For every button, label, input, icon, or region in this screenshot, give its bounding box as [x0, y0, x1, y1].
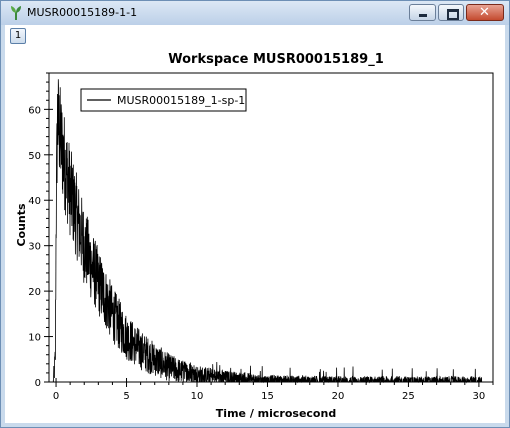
- legend[interactable]: MUSR00015189_1-sp-1: [80, 88, 247, 112]
- x-axis-label: Time / microsecond: [216, 407, 336, 420]
- x-tick-label: 10: [191, 391, 204, 402]
- y-tick-label: 0: [35, 378, 41, 389]
- y-tick-label: 10: [28, 333, 41, 344]
- y-tick-label: 60: [28, 105, 41, 116]
- series-line-musr00015189-1-sp-1[interactable]: [52, 79, 483, 384]
- title-bar[interactable]: MUSR00015189-1-1 ✕: [1, 1, 509, 25]
- x-tick-label: 30: [473, 391, 486, 402]
- x-tick-label: 20: [332, 391, 345, 402]
- chart-title: Workspace MUSR00015189_1: [168, 52, 384, 67]
- minimize-icon: [419, 14, 427, 17]
- x-tick-label: 25: [402, 391, 415, 402]
- series-group: [52, 79, 483, 384]
- maximize-button[interactable]: [438, 4, 464, 21]
- plot-border: [48, 72, 494, 383]
- minimize-button[interactable]: [409, 4, 436, 21]
- close-button[interactable]: ✕: [466, 4, 504, 21]
- y-axis-label: Counts: [15, 203, 28, 247]
- legend-box: [80, 88, 247, 112]
- y-tick-label: 50: [28, 151, 41, 162]
- close-icon: ✕: [479, 5, 490, 20]
- plot-area-container: 1 Workspace MUSR00015189_1 Counts Time /…: [5, 25, 505, 423]
- x-tick-label: 0: [53, 391, 59, 402]
- plot-frame: [48, 72, 494, 383]
- x-tick-label: 5: [123, 391, 129, 402]
- y-tick-label: 30: [28, 242, 41, 253]
- y-tick-label: 40: [28, 196, 41, 207]
- layer-number-button[interactable]: 1: [10, 28, 26, 44]
- chart[interactable]: Workspace MUSR00015189_1 Counts Time / m…: [5, 25, 505, 423]
- x-tick-label: 15: [261, 391, 274, 402]
- legend-label: MUSR00015189_1-sp-1: [117, 94, 245, 107]
- window-title: MUSR00015189-1-1: [27, 6, 138, 19]
- mantid-app-icon: [11, 6, 21, 20]
- y-tick-label: 20: [28, 287, 41, 298]
- maximize-icon: [447, 9, 459, 20]
- axis-ticks: 0 5 10 15 20 25 30 0 10 20 30 40 50 60: [28, 72, 494, 402]
